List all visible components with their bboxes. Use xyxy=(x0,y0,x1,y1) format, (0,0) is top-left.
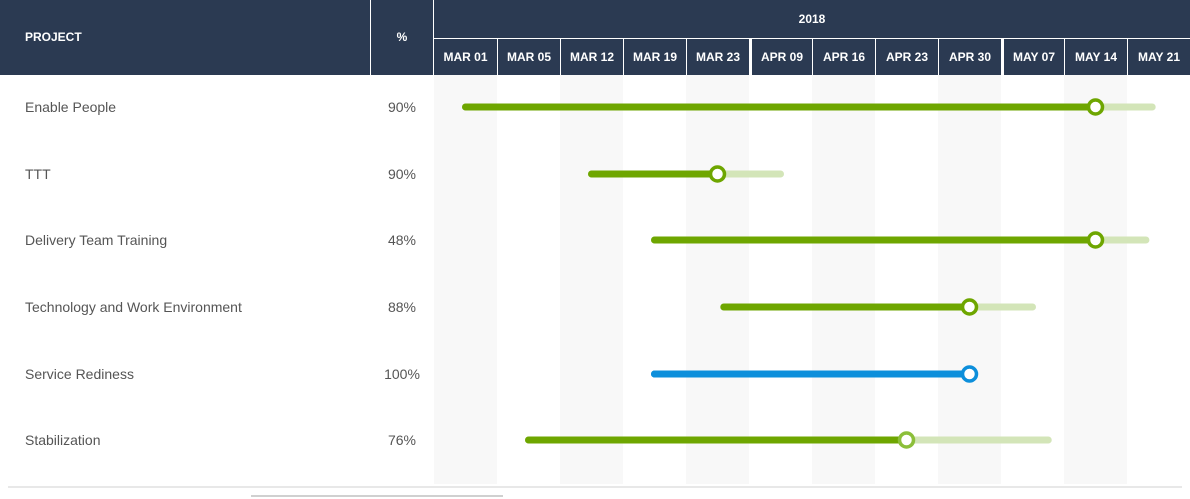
task-name[interactable]: Service Rediness xyxy=(25,366,134,382)
week-header: APR 09 xyxy=(749,39,812,75)
task-percent: 100% xyxy=(384,366,420,382)
header-divider xyxy=(433,0,434,75)
task-name[interactable]: Technology and Work Environment xyxy=(25,299,242,315)
task-name[interactable]: Stabilization xyxy=(25,432,101,448)
grid-column-shade xyxy=(560,75,623,484)
task-name[interactable]: TTT xyxy=(25,166,51,182)
progress-marker[interactable] xyxy=(960,365,979,383)
week-header: APR 23 xyxy=(875,39,938,75)
task-percent: 90% xyxy=(387,166,417,182)
week-header: MAR 05 xyxy=(497,39,560,75)
progress-marker[interactable] xyxy=(1086,98,1105,116)
grid-column-shade xyxy=(1064,75,1127,484)
percent-column-header[interactable]: % xyxy=(396,30,408,44)
header-divider xyxy=(370,0,371,75)
week-header: MAR 23 xyxy=(686,39,749,75)
project-column-header[interactable]: PROJECT xyxy=(25,30,82,44)
week-header: MAR 01 xyxy=(443,50,488,64)
week-header: MAY 14 xyxy=(1064,39,1127,75)
progress-marker[interactable] xyxy=(708,165,727,183)
timeline-year: 2018 xyxy=(798,12,826,26)
header-left-panel xyxy=(0,0,433,75)
week-header: MAR 19 xyxy=(623,39,686,75)
task-name[interactable]: Enable People xyxy=(25,99,117,115)
progress-marker[interactable] xyxy=(897,431,916,449)
grid-column-shade xyxy=(686,75,749,484)
grid-column-shade xyxy=(938,75,1001,484)
week-header: MAR 12 xyxy=(560,39,623,75)
table-bottom-border xyxy=(8,486,1182,488)
task-percent: 76% xyxy=(387,432,417,448)
progress-marker[interactable] xyxy=(960,298,979,316)
task-percent: 48% xyxy=(387,232,417,248)
grid-column-shade xyxy=(434,75,497,484)
horizontal-scrollbar[interactable] xyxy=(251,495,503,497)
task-name[interactable]: Delivery Team Training xyxy=(25,232,168,248)
week-header: MAY 21 xyxy=(1127,39,1190,75)
week-header: MAY 07 xyxy=(1001,39,1064,75)
progress-marker[interactable] xyxy=(1086,231,1105,249)
header-divider xyxy=(434,38,1190,39)
task-percent: 90% xyxy=(387,99,417,115)
task-percent: 88% xyxy=(387,299,417,315)
week-header: APR 30 xyxy=(938,39,1001,75)
week-header: APR 16 xyxy=(812,39,875,75)
grid-column-shade xyxy=(812,75,875,484)
